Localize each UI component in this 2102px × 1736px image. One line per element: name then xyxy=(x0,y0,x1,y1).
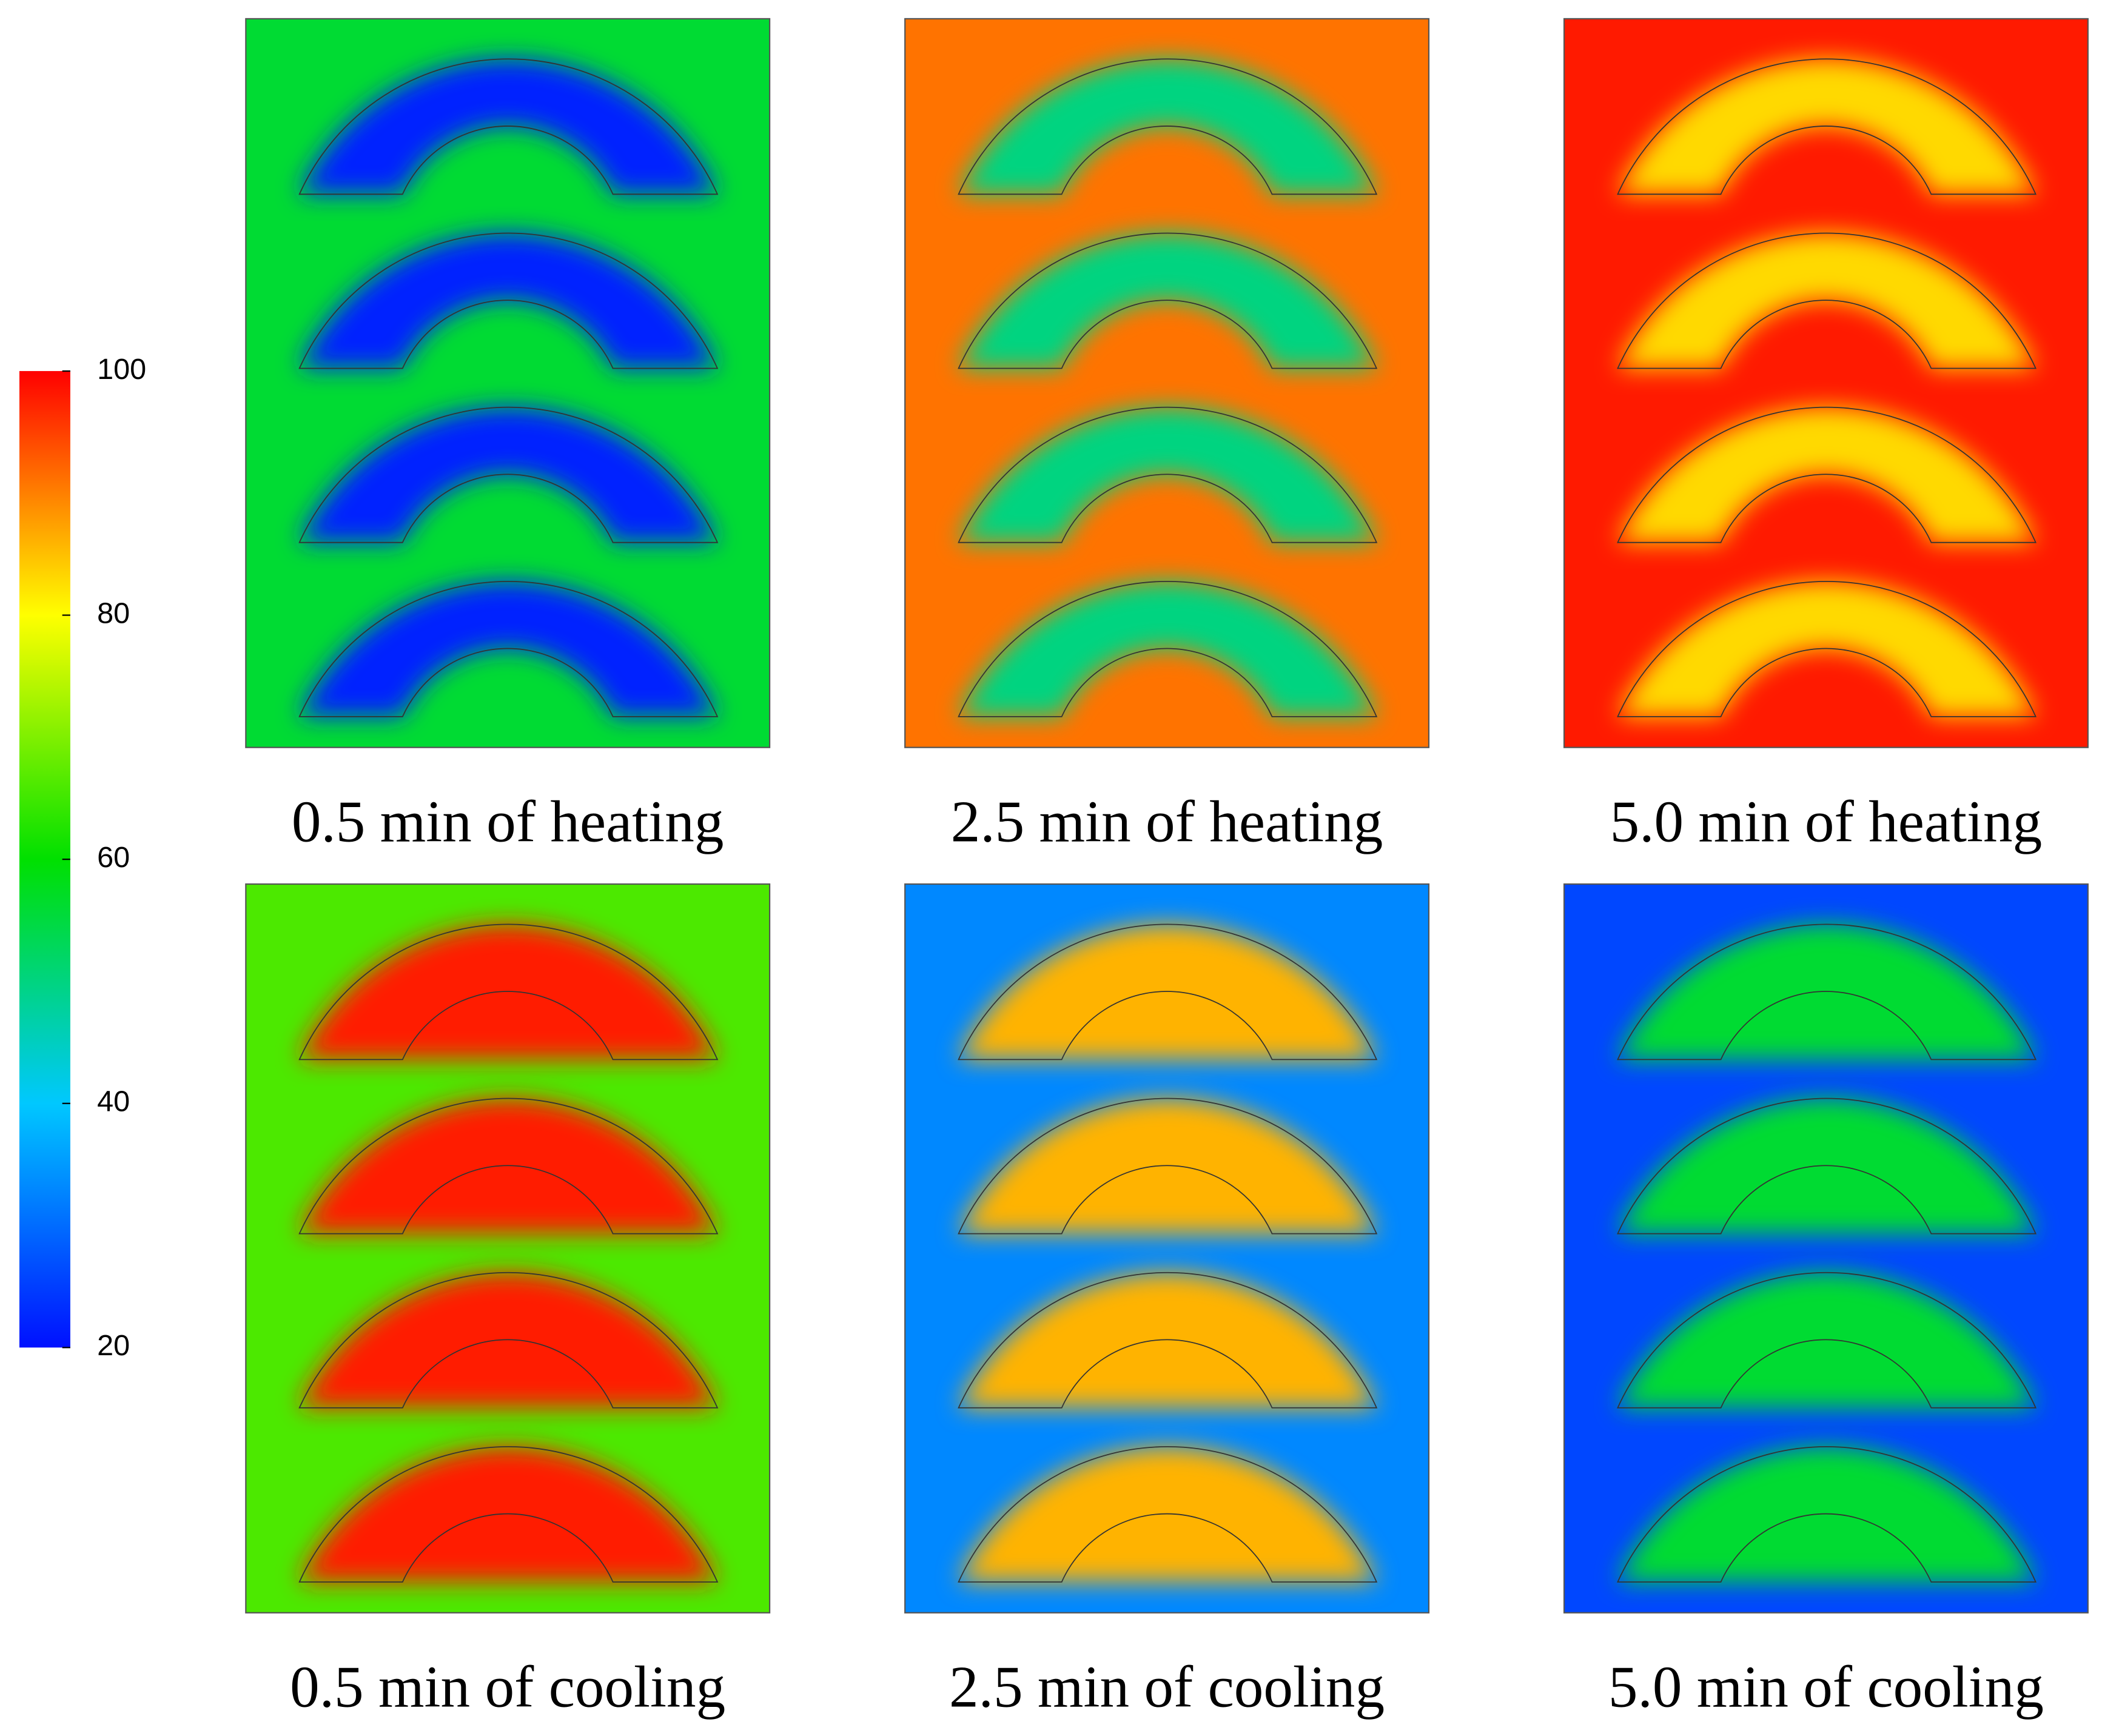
specimen-field xyxy=(958,59,1377,195)
colorbar-tick-label: 20 xyxy=(97,1329,130,1362)
specimen-outline xyxy=(298,406,719,543)
colorbar-tick-label: 80 xyxy=(97,597,130,629)
specimen-field xyxy=(299,407,717,543)
specimen-outline xyxy=(958,1098,1378,1235)
specimen-outline xyxy=(1617,58,2037,195)
panel xyxy=(245,883,771,1614)
specimen-outline xyxy=(1617,1446,2037,1583)
colorbar-tick-label: 60 xyxy=(97,841,130,874)
specimen-field xyxy=(958,407,1377,543)
specimen-outline xyxy=(298,923,719,1061)
specimen-outline xyxy=(298,1272,719,1409)
specimen-outline xyxy=(958,58,1378,195)
panel-caption: 0.5 min of heating xyxy=(292,789,724,855)
panel xyxy=(904,883,1430,1614)
specimen-outline xyxy=(958,580,1378,717)
panel-caption: 5.0 min of cooling xyxy=(1608,1655,2044,1720)
colorbar-tick-label: 40 xyxy=(97,1085,130,1118)
panel xyxy=(904,18,1430,748)
specimen-field xyxy=(299,233,717,369)
specimen-outline xyxy=(958,923,1378,1061)
panel xyxy=(1563,18,2089,748)
specimen-outline xyxy=(1617,1272,2037,1409)
specimen-outline xyxy=(298,58,719,195)
specimen-outline xyxy=(1617,580,2037,717)
colorbar xyxy=(19,370,70,1348)
panel-caption: 2.5 min of cooling xyxy=(949,1655,1385,1720)
colorbar-tick-label: 100 xyxy=(97,353,146,386)
specimen-outline xyxy=(958,1272,1378,1409)
panel-caption: 5.0 min of heating xyxy=(1610,789,2043,855)
specimen-field xyxy=(958,581,1377,717)
specimen-field xyxy=(1617,581,2036,717)
specimen-outline xyxy=(298,1446,719,1583)
specimen-outline xyxy=(298,1098,719,1235)
panel xyxy=(1563,883,2089,1614)
specimen-field xyxy=(958,233,1377,369)
panel xyxy=(245,18,771,748)
panel-caption: 2.5 min of heating xyxy=(951,789,1383,855)
specimen-outline xyxy=(298,580,719,717)
specimen-field xyxy=(1617,407,2036,543)
specimen-outline xyxy=(1617,232,2037,369)
specimen-field xyxy=(299,59,717,195)
specimen-outline xyxy=(1617,923,2037,1061)
specimen-outline xyxy=(958,406,1378,543)
specimen-outline xyxy=(298,232,719,369)
specimen-field xyxy=(1617,233,2036,369)
specimen-outline xyxy=(958,1446,1378,1583)
specimen-outline xyxy=(1617,1098,2037,1235)
specimen-outline xyxy=(958,232,1378,369)
specimen-field xyxy=(1617,59,2036,195)
specimen-outline xyxy=(1617,406,2037,543)
panel-caption: 0.5 min of cooling xyxy=(290,1655,725,1720)
specimen-field xyxy=(299,581,717,717)
